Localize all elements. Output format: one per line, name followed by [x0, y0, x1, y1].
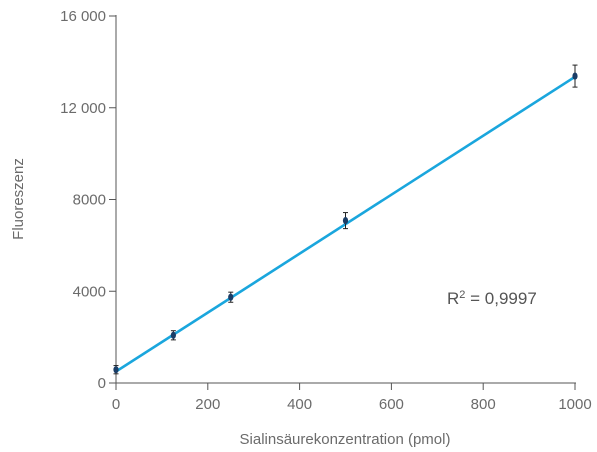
x-tick-label: 1000	[558, 396, 591, 413]
y-axis-title: Fluoreszenz	[10, 158, 27, 240]
data-point	[170, 331, 176, 339]
x-tick-label: 0	[112, 396, 120, 413]
r-squared-superscript: 2	[459, 289, 465, 301]
r-squared-annotation: R2 = 0,9997	[447, 289, 537, 308]
y-tick-label: 12 000	[60, 100, 106, 117]
x-axis-title: Sialinsäurekonzentration (pmol)	[240, 431, 451, 448]
y-tick-label: 8000	[73, 192, 106, 209]
y-tick-label: 16 000	[60, 8, 106, 25]
axes: 0 4000 8000 12 000 16 000 0 200 400 600 800 1000	[60, 8, 592, 413]
points-group	[113, 64, 578, 375]
data-point	[228, 293, 234, 301]
x-tick-label: 400	[287, 396, 312, 413]
r-squared-prefix: R	[447, 289, 459, 308]
x-tick-label: 600	[379, 396, 404, 413]
data-point	[572, 72, 578, 80]
x-tick-label: 800	[471, 396, 496, 413]
x-tick-label: 200	[195, 396, 220, 413]
y-tick-label: 4000	[73, 283, 106, 300]
y-tick-label: 0	[98, 375, 106, 392]
r-squared-value: = 0,9997	[465, 289, 536, 308]
data-point	[342, 217, 349, 225]
data-point	[113, 366, 119, 374]
